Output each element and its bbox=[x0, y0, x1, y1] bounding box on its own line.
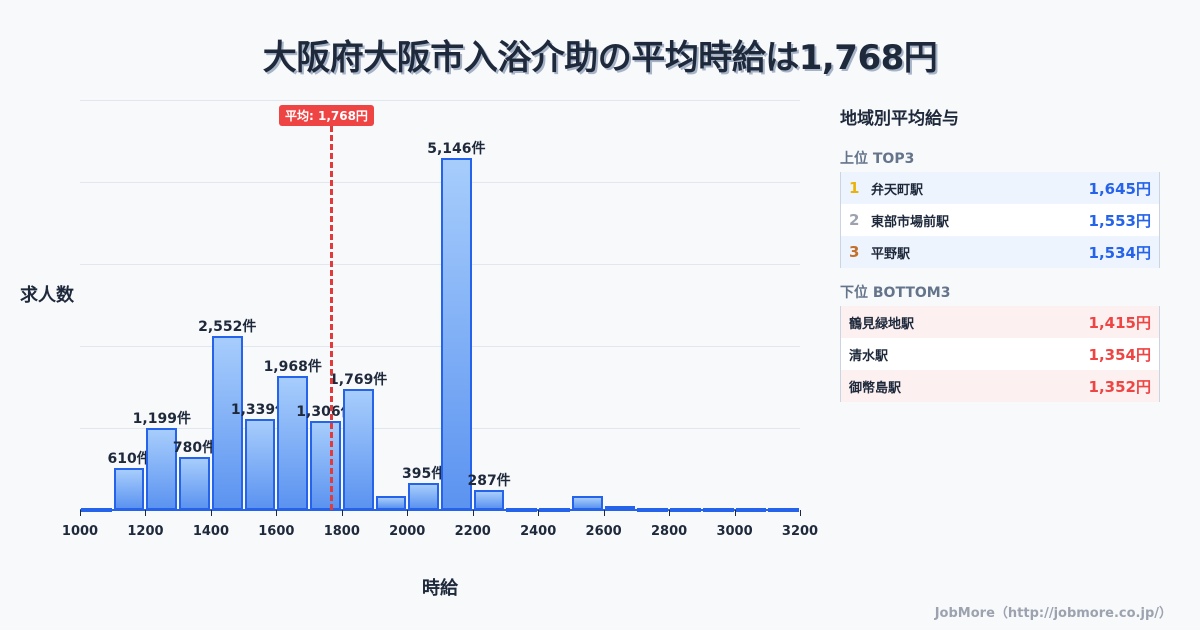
x-tick-mark bbox=[472, 510, 474, 516]
x-tick-label: 2800 bbox=[650, 524, 688, 539]
x-tick-label: 1600 bbox=[258, 524, 295, 539]
x-tick-mark bbox=[341, 510, 343, 516]
bar-value-label: 1,769件 bbox=[329, 372, 388, 389]
x-tick-label: 2200 bbox=[454, 524, 491, 539]
x-tick-mark bbox=[145, 510, 147, 516]
x-tick-label: 2000 bbox=[389, 524, 426, 539]
histogram-bar bbox=[473, 490, 505, 510]
x-tick-label: 3000 bbox=[716, 524, 753, 539]
station-name: 平野駅 bbox=[871, 246, 911, 262]
bar-value-label: 1,306件 bbox=[296, 403, 355, 420]
histogram-bar bbox=[408, 483, 439, 510]
histogram-bar bbox=[571, 495, 603, 510]
histogram-bar bbox=[375, 495, 407, 510]
x-tick-mark bbox=[800, 510, 801, 516]
bottom3-list: 鶴見緑地駅 1,415円 清水駅 1,354円 御幣島駅 1,352円 bbox=[840, 306, 1160, 402]
histogram-bar bbox=[179, 456, 210, 510]
histogram-bar bbox=[310, 420, 341, 510]
station-name: 弁天町駅 bbox=[871, 182, 924, 198]
histogram-bar bbox=[211, 335, 243, 510]
list-item: 御幣島駅 1,352円 bbox=[841, 370, 1159, 402]
average-wage: 1,645円 bbox=[1088, 179, 1151, 198]
x-tick-label: 1200 bbox=[127, 524, 164, 539]
x-tick-label: 3200 bbox=[781, 524, 819, 539]
average-badge: 平均: 1,768円 bbox=[279, 105, 374, 126]
bar-value-label: 1,199件 bbox=[132, 411, 191, 428]
y-axis-label: 求人数 bbox=[20, 285, 74, 306]
list-item: 鶴見緑地駅 1,415円 bbox=[841, 306, 1159, 338]
list-item: 清水駅 1,354円 bbox=[841, 338, 1159, 370]
station-name: 清水駅 bbox=[849, 348, 889, 364]
rank-number: 3 bbox=[849, 243, 860, 261]
average-wage: 1,352円 bbox=[1088, 377, 1151, 396]
histogram-bar bbox=[113, 468, 145, 510]
histogram-bar bbox=[277, 375, 309, 510]
bottom3-title: 下位 BOTTOM3 bbox=[840, 285, 951, 301]
page-title: 大阪府大阪市入浴介助の平均時給は1,768円 bbox=[262, 38, 938, 78]
gridline bbox=[80, 428, 800, 429]
x-tick-label: 2600 bbox=[585, 524, 622, 539]
station-name: 鶴見緑地駅 bbox=[849, 316, 915, 332]
regional-average-panel: 地域別平均給与 上位 TOP3 1 弁天町駅 1,645円 2 東部市場前駅 1… bbox=[840, 100, 1160, 402]
average-wage: 1,415円 bbox=[1088, 313, 1151, 332]
histogram-bar bbox=[244, 418, 276, 510]
x-axis-label: 時給 bbox=[422, 578, 458, 599]
bar-value-label: 395件 bbox=[402, 466, 446, 482]
average-wage: 1,354円 bbox=[1088, 345, 1151, 364]
x-axis-baseline bbox=[80, 509, 798, 511]
x-tick-mark bbox=[407, 510, 409, 516]
bar-value-label: 2,552件 bbox=[198, 318, 257, 335]
list-item: 1 弁天町駅 1,645円 bbox=[841, 172, 1159, 204]
gridline bbox=[80, 100, 800, 101]
station-name: 御幣島駅 bbox=[849, 380, 902, 396]
footer-credit: JobMore（http://jobmore.co.jp/） bbox=[934, 606, 1172, 621]
gridline bbox=[80, 182, 800, 183]
bar-value-label: 610件 bbox=[107, 451, 151, 468]
x-tick-mark bbox=[276, 510, 278, 516]
x-tick-label: 2400 bbox=[520, 524, 557, 539]
gridline bbox=[80, 346, 800, 347]
panel-title: 地域別平均給与 bbox=[840, 109, 959, 129]
x-tick-mark bbox=[80, 510, 81, 516]
histogram-chart: 求人数 時給 610件 1,199件 780件 2,552件 1,339件 1,968件 1… bbox=[20, 100, 819, 599]
histogram-bar bbox=[342, 389, 374, 510]
average-wage: 1,553円 bbox=[1088, 211, 1151, 230]
rank-number: 1 bbox=[849, 179, 860, 197]
gridline bbox=[80, 264, 800, 265]
top3-title: 上位 TOP3 bbox=[840, 151, 915, 167]
x-tick-mark bbox=[538, 510, 540, 516]
bar-value-label: 780件 bbox=[172, 439, 217, 456]
x-tick-label: 1800 bbox=[323, 524, 360, 539]
list-item: 3 平野駅 1,534円 bbox=[841, 236, 1159, 268]
x-tick-mark bbox=[210, 510, 212, 516]
list-item: 2 東部市場前駅 1,553円 bbox=[841, 204, 1159, 236]
x-tick-mark bbox=[669, 510, 671, 516]
x-tick-mark bbox=[734, 510, 736, 516]
average-wage: 1,534円 bbox=[1088, 243, 1151, 262]
x-tick-mark bbox=[603, 510, 605, 516]
bar-value-label: 5,146件 bbox=[427, 141, 486, 158]
x-tick-label: 1000 bbox=[61, 524, 99, 539]
top3-list: 1 弁天町駅 1,645円 2 東部市場前駅 1,553円 3 平野駅 1,53… bbox=[840, 172, 1160, 268]
histogram-bar bbox=[441, 158, 472, 510]
station-name: 東部市場前駅 bbox=[871, 214, 950, 230]
histogram-bar bbox=[146, 428, 178, 510]
rank-number: 2 bbox=[849, 211, 860, 229]
average-line bbox=[330, 126, 333, 510]
x-tick-label: 1400 bbox=[192, 524, 229, 539]
bar-value-label: 1,968件 bbox=[263, 358, 322, 375]
bar-value-label: 287件 bbox=[467, 473, 511, 490]
bar-value-label: 1,339件 bbox=[230, 401, 290, 418]
